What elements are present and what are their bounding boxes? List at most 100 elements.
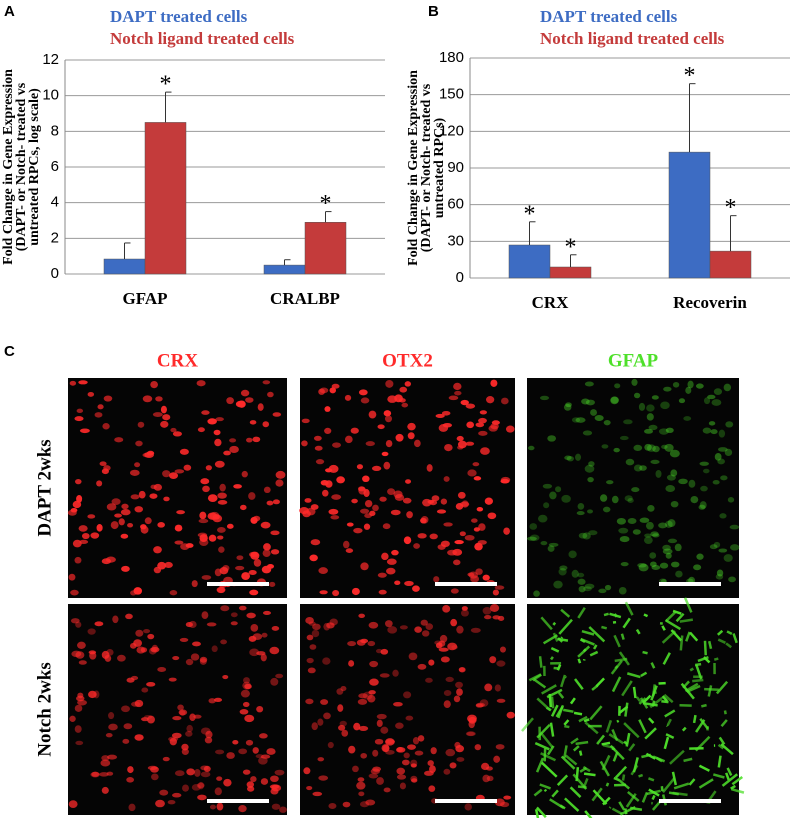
cell	[270, 775, 279, 783]
cell-process	[641, 791, 649, 803]
cell-process	[550, 656, 554, 661]
cell	[365, 441, 375, 447]
cell	[495, 744, 505, 750]
cell	[241, 572, 250, 580]
cell	[143, 629, 151, 634]
cell	[130, 675, 139, 681]
cell-process	[732, 633, 738, 644]
cell	[383, 461, 391, 470]
cell	[252, 747, 259, 754]
cell	[256, 705, 264, 713]
cell	[644, 533, 652, 538]
cell	[314, 445, 323, 451]
cell	[661, 444, 668, 449]
cell	[428, 659, 435, 666]
cell-process	[681, 726, 687, 732]
cell-process	[713, 657, 719, 661]
micrograph-background	[68, 378, 287, 598]
cell	[436, 509, 447, 514]
cell	[105, 732, 113, 738]
cell-process	[608, 806, 612, 809]
cell	[306, 785, 313, 791]
cell-process	[718, 736, 726, 745]
cell	[226, 397, 234, 405]
cell	[262, 549, 271, 558]
cell	[485, 766, 493, 771]
cell	[613, 447, 620, 453]
cell	[353, 527, 363, 534]
cell	[465, 403, 476, 409]
cell	[146, 681, 156, 687]
cell	[305, 616, 314, 624]
cell	[198, 518, 209, 524]
cell	[260, 754, 271, 759]
cell	[460, 399, 469, 406]
cell	[340, 686, 347, 692]
cell	[138, 490, 146, 499]
cell	[670, 561, 680, 568]
cell	[719, 513, 727, 519]
cell-process	[715, 680, 729, 695]
cell	[74, 478, 82, 485]
cell	[712, 480, 720, 485]
cell	[489, 604, 500, 612]
cell-process	[624, 702, 629, 717]
cell	[279, 806, 287, 813]
panel-letter: B	[428, 3, 439, 20]
cell	[590, 409, 597, 416]
cell	[683, 416, 692, 421]
cell	[233, 484, 242, 489]
cell	[639, 465, 647, 471]
cell	[506, 711, 515, 719]
cell	[563, 403, 572, 411]
cell	[542, 483, 553, 489]
cell-process	[660, 786, 664, 792]
cell	[417, 735, 425, 742]
cell	[250, 624, 259, 632]
cell	[310, 504, 319, 510]
cell	[200, 771, 211, 778]
cell-process	[672, 791, 688, 797]
cell	[306, 634, 314, 641]
cell	[356, 464, 364, 470]
cell	[106, 649, 114, 656]
cell	[420, 619, 428, 626]
cell	[414, 439, 421, 448]
cell	[588, 461, 595, 467]
cell	[226, 523, 234, 529]
cell	[241, 470, 248, 478]
cell-process	[582, 765, 591, 773]
y-tick-label: 0	[51, 265, 59, 282]
cell-process	[601, 741, 611, 746]
cell	[720, 475, 728, 481]
cell	[417, 663, 427, 670]
cell	[363, 523, 371, 530]
cell	[90, 532, 100, 539]
cell	[189, 713, 196, 722]
cell	[459, 531, 466, 537]
cell-process	[611, 728, 619, 742]
cell	[185, 621, 193, 628]
cell	[150, 484, 157, 489]
cell	[250, 551, 259, 558]
cell	[179, 710, 186, 716]
cell	[262, 380, 271, 385]
cell	[214, 438, 222, 447]
cell	[474, 542, 483, 551]
cell	[130, 494, 140, 500]
cell	[379, 496, 387, 502]
cell	[249, 648, 260, 657]
cell	[197, 781, 205, 790]
cell	[370, 768, 381, 775]
cell	[167, 800, 176, 805]
cell-process	[575, 767, 580, 782]
cell-process	[550, 696, 555, 709]
cell-process	[652, 755, 666, 763]
cell	[372, 504, 379, 512]
cell-process	[540, 752, 557, 762]
cell	[472, 462, 480, 467]
cell	[174, 770, 185, 777]
cell	[440, 498, 448, 505]
cell	[214, 460, 225, 468]
